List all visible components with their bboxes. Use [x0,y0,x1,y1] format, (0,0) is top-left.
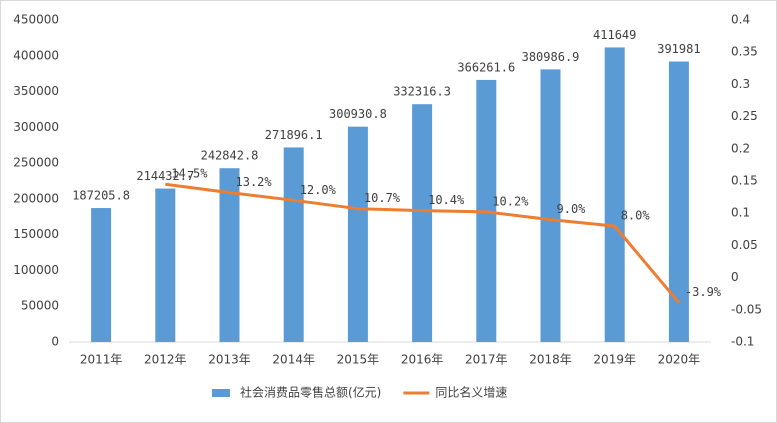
legend-label: 社会消费品零售总额(亿元) [240,385,381,400]
x-tick-label: 2019年 [593,353,636,367]
y2-tick-label: 0.2 [731,141,750,155]
bar [219,168,240,342]
y2-tick-label: 0.1 [731,206,750,220]
bar [347,126,368,342]
y-tick-label: 450000 [13,13,59,27]
y2-tick-label: 0 [731,270,739,284]
bar-value-label: 391981 [657,42,700,56]
line-value-label: 9.0% [557,202,587,216]
y2-tick-label: 0.05 [731,238,758,252]
y-tick-label: 300000 [13,120,59,134]
y-tick-label: 250000 [13,156,59,170]
bar-value-label: 380986.9 [522,50,580,64]
line-value-label: 12.0% [300,183,337,197]
legend-label: 同比名义增速 [435,385,507,400]
y-tick-label: 0 [51,335,59,349]
line-value-label: 13.2% [236,175,273,189]
bar-value-label: 411649 [593,28,636,42]
y-tick-label: 400000 [13,48,59,62]
line-value-label: 10.7% [364,191,401,205]
x-tick-label: 2020年 [658,353,701,367]
y2-tick-label: 0.15 [731,174,758,188]
bar-value-label: 300930.8 [329,107,387,121]
bar [155,188,176,342]
y2-tick-label: 0.35 [731,45,758,59]
y2-tick-label: 0.4 [731,13,750,27]
x-tick-label: 2016年 [401,353,444,367]
bar-value-label: 214432.7 [136,169,194,183]
x-tick-label: 2015年 [337,353,380,367]
x-tick-label: 2012年 [144,353,187,367]
bar [540,69,561,343]
y-tick-label: 350000 [13,84,59,98]
x-tick-label: 2014年 [272,353,315,367]
y-tick-label: 100000 [13,263,59,277]
bar-value-label: 332316.3 [393,85,451,99]
legend-swatch [212,389,230,397]
bar [668,61,689,343]
line-value-label: 14.5% [171,167,208,181]
bar-value-label: 271896.1 [265,128,323,142]
line-value-label: 10.4% [428,193,465,207]
y-tick-label: 200000 [13,191,59,205]
bar-value-label: 242842.8 [201,149,259,163]
y2-tick-label: 0.25 [731,109,758,123]
line-value-label: 10.2% [492,194,529,208]
y2-tick-label: 0.3 [731,77,750,91]
x-tick-label: 2017年 [465,353,508,367]
y-tick-label: 50000 [21,299,59,313]
line-value-label: 8.0% [621,209,651,223]
y-tick-label: 150000 [13,227,59,241]
x-tick-label: 2013年 [208,353,251,367]
bar-value-label: 366261.6 [457,60,515,74]
bar-value-label: 187205.8 [72,189,130,203]
x-tick-label: 2011年 [80,353,123,367]
bar [91,208,112,342]
line [165,182,681,304]
bar [604,47,625,343]
bar [283,147,304,342]
y2-tick-label: -0.05 [731,302,762,316]
bar [412,104,433,342]
x-tick-label: 2018年 [529,353,572,367]
line-value-label: -3.9% [685,285,722,299]
y2-tick-label: -0.1 [731,335,754,349]
